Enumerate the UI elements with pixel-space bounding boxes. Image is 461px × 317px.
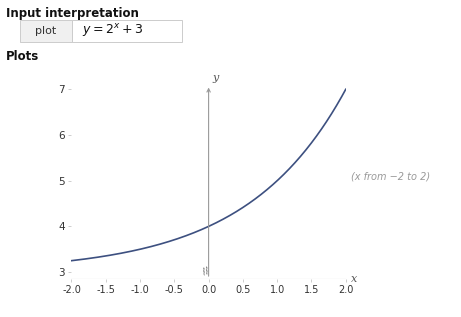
Text: //: // xyxy=(201,266,210,276)
Bar xyxy=(20,20,72,42)
Text: $y = 2^x + 3$: $y = 2^x + 3$ xyxy=(82,23,143,39)
Bar xyxy=(72,20,182,42)
Text: (x from −2 to 2): (x from −2 to 2) xyxy=(351,172,431,182)
Text: x: x xyxy=(351,274,357,284)
Text: plot: plot xyxy=(35,26,57,36)
Text: y: y xyxy=(212,73,218,83)
Text: Plots: Plots xyxy=(6,50,39,63)
Text: Input interpretation: Input interpretation xyxy=(6,7,139,20)
